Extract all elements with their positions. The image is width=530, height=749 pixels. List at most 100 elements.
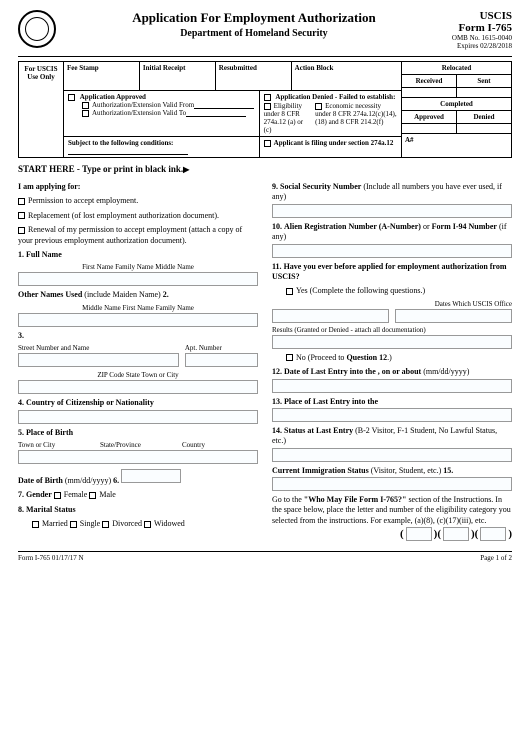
male-checkbox[interactable] bbox=[89, 492, 96, 499]
married-label: Married bbox=[42, 519, 68, 528]
permission-checkbox[interactable] bbox=[18, 198, 25, 205]
citizenship-input[interactable] bbox=[18, 410, 258, 424]
single-label: Single bbox=[80, 519, 100, 528]
birth-city-label: Town or City bbox=[18, 441, 94, 449]
place-of-birth-input[interactable] bbox=[18, 450, 258, 464]
apt-input[interactable] bbox=[185, 353, 258, 367]
q14-title: Status at Last Entry bbox=[284, 426, 353, 435]
q11-num: 11. bbox=[272, 262, 282, 271]
received-label: Received bbox=[402, 75, 457, 87]
replacement-label: Replacement (of lost employment authoriz… bbox=[28, 211, 219, 220]
last-entry-date-input[interactable] bbox=[272, 379, 512, 393]
q11-dates-label: Dates Which USCIS Office bbox=[272, 300, 512, 308]
auth-from-checkbox[interactable] bbox=[82, 102, 89, 109]
divorced-label: Divorced bbox=[112, 519, 142, 528]
q8-num: 8. bbox=[18, 505, 24, 514]
q11-office-input[interactable] bbox=[395, 309, 512, 323]
other-names-input[interactable] bbox=[18, 313, 258, 327]
q12-num: 12. bbox=[272, 367, 282, 376]
fee-stamp-cell: Fee Stamp bbox=[64, 62, 140, 90]
footer-page: Page 1 of 2 bbox=[480, 554, 512, 562]
renewal-label: Renewal of my permission to accept emplo… bbox=[18, 225, 242, 244]
elig-b-input[interactable] bbox=[443, 527, 469, 541]
omb-number: OMB No. 1615-0040 bbox=[452, 34, 512, 42]
other-names-hint: (include Maiden Name) bbox=[84, 290, 160, 299]
marital-label: Marital Status bbox=[26, 505, 76, 514]
q10-title1: Alien Registration Number (A-Number) bbox=[284, 222, 421, 231]
q5-num: 5. bbox=[18, 428, 24, 437]
q11-no-dot: .) bbox=[387, 353, 392, 362]
current-status-input[interactable] bbox=[272, 477, 512, 491]
q13-title: Place of Last Entry into the bbox=[284, 397, 378, 406]
form-subtitle: Department of Homeland Security bbox=[56, 28, 452, 39]
q11-no-q12: Question 12 bbox=[346, 353, 387, 362]
auth-to-line[interactable] bbox=[186, 109, 246, 117]
other-names-label: Other Names Used bbox=[18, 290, 82, 299]
birth-country-label: Country bbox=[182, 441, 258, 449]
single-checkbox[interactable] bbox=[70, 521, 77, 528]
married-checkbox[interactable] bbox=[32, 521, 39, 528]
q2-num: 2. bbox=[163, 290, 169, 299]
auth-to-checkbox[interactable] bbox=[82, 110, 89, 117]
elig-a-input[interactable] bbox=[406, 527, 432, 541]
title-block: Application For Employment Authorization… bbox=[56, 10, 452, 39]
application-denied-checkbox[interactable] bbox=[264, 94, 271, 101]
q6-num: 6. bbox=[113, 476, 119, 485]
auth-from-label: Authorization/Extension Valid From bbox=[92, 101, 194, 109]
form-body: I am applying for: Permission to accept … bbox=[18, 178, 512, 541]
last-entry-place-input[interactable] bbox=[272, 408, 512, 422]
expires-date: Expires 02/28/2018 bbox=[452, 42, 512, 50]
q4-title: Country of Citizenship or Nationality bbox=[26, 398, 154, 407]
denied-label: Denied bbox=[457, 111, 511, 123]
uscis-use-box: For USCIS Use Only Fee Stamp Initial Rec… bbox=[18, 61, 512, 158]
elig-c-input[interactable] bbox=[480, 527, 506, 541]
page-footer: Form I-765 01/17/17 N Page 1 of 2 bbox=[18, 551, 512, 562]
dob-hint: (mm/dd/yyyy) bbox=[65, 476, 111, 485]
q11-no-checkbox[interactable] bbox=[286, 354, 293, 361]
applying-for-label: I am applying for: bbox=[18, 182, 258, 192]
q9-title: Social Security Number bbox=[280, 182, 361, 191]
q11-results-input[interactable] bbox=[272, 335, 512, 349]
eligibility-category-row: ()()() bbox=[272, 526, 512, 541]
economic-checkbox[interactable] bbox=[315, 103, 322, 110]
widowed-checkbox[interactable] bbox=[144, 521, 151, 528]
replacement-checkbox[interactable] bbox=[18, 212, 25, 219]
q11-yes-label: Yes (Complete the following questions.) bbox=[296, 286, 425, 295]
female-checkbox[interactable] bbox=[54, 492, 61, 499]
action-block-cell: Action Block bbox=[292, 62, 401, 90]
subject-line[interactable] bbox=[68, 147, 188, 155]
uscis-label: USCIS bbox=[452, 10, 512, 22]
dob-input[interactable] bbox=[121, 469, 181, 483]
zip-state-city-input[interactable] bbox=[18, 380, 258, 394]
zip-state-city-label: ZIP Code State Town or City bbox=[18, 371, 258, 379]
q11-yes-checkbox[interactable] bbox=[286, 288, 293, 295]
q15-title: Current Immigration Status bbox=[272, 466, 369, 475]
left-column: I am applying for: Permission to accept … bbox=[18, 178, 258, 541]
q2-field-labels: Middle Name First Name Family Name bbox=[18, 304, 258, 312]
divorced-checkbox[interactable] bbox=[102, 521, 109, 528]
economic-label: Economic necessity under 8 CFR 274a.12(c… bbox=[315, 102, 396, 126]
application-denied-label: Application Denied - Failed to establish… bbox=[275, 93, 395, 101]
ssn-input[interactable] bbox=[272, 204, 512, 218]
q10-title2: Form I-94 Number bbox=[432, 222, 497, 231]
auth-from-line[interactable] bbox=[194, 101, 254, 109]
street-input[interactable] bbox=[18, 353, 179, 367]
q3-num: 3. bbox=[18, 331, 24, 340]
page-header: Application For Employment Authorization… bbox=[18, 10, 512, 57]
q5-title: Place of Birth bbox=[26, 428, 73, 437]
full-name-input[interactable] bbox=[18, 272, 258, 286]
filing-checkbox[interactable] bbox=[264, 140, 271, 147]
renewal-checkbox[interactable] bbox=[18, 227, 25, 234]
application-approved-checkbox[interactable] bbox=[68, 94, 75, 101]
eligibility-checkbox[interactable] bbox=[264, 103, 271, 110]
q1-title: Full Name bbox=[26, 250, 62, 259]
q11-dates-input[interactable] bbox=[272, 309, 389, 323]
approved-label: Approved bbox=[402, 111, 457, 123]
who-may-file: "Who May File Form I-765?" bbox=[304, 495, 407, 504]
q7-num: 7. bbox=[18, 490, 24, 499]
alien-number-input[interactable] bbox=[272, 244, 512, 258]
subject-label: Subject to the following conditions: bbox=[68, 139, 173, 147]
initial-receipt-cell: Initial Receipt bbox=[140, 62, 216, 90]
q15-num: 15. bbox=[443, 466, 453, 475]
status-last-entry-input[interactable] bbox=[272, 448, 512, 462]
